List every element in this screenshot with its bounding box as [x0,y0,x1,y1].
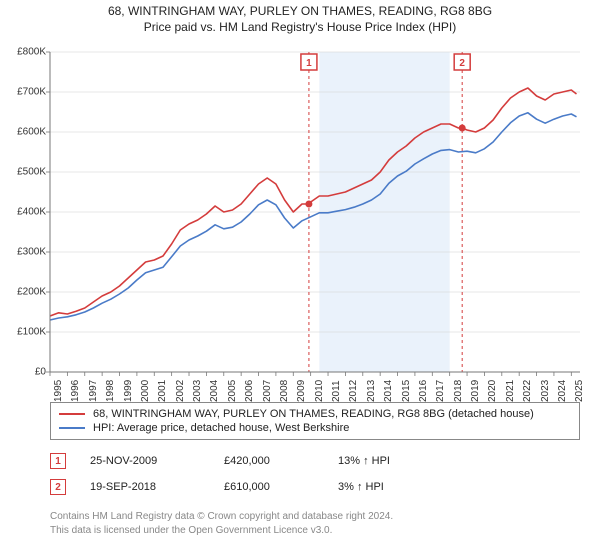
x-axis-tick-label: 1999 [123,380,134,402]
transaction-date: 19-SEP-2018 [90,481,200,493]
y-axis-tick-label: £400K [0,207,46,218]
x-axis-tick-label: 2014 [383,380,394,402]
legend-box: 68, WINTRINGHAM WAY, PURLEY ON THAMES, R… [50,402,580,440]
x-axis-tick-label: 2003 [192,380,203,402]
x-axis-tick-label: 1998 [105,380,116,402]
x-axis-tick-label: 2018 [453,380,464,402]
x-axis-tick-label: 2009 [296,380,307,402]
y-axis-tick-label: £100K [0,327,46,338]
transaction-price: £420,000 [224,455,314,467]
legend-row: 68, WINTRINGHAM WAY, PURLEY ON THAMES, R… [59,407,571,421]
x-axis-tick-label: 2024 [557,380,568,402]
plot-area: 12 [50,52,580,372]
y-axis-tick-label: £600K [0,127,46,138]
svg-text:1: 1 [306,58,312,69]
x-axis-tick-label: 2025 [574,380,585,402]
x-axis-tick-label: 1995 [53,380,64,402]
footnote-line-2: This data is licensed under the Open Gov… [50,525,332,536]
y-axis-tick-label: £300K [0,247,46,258]
x-axis-tick-label: 2016 [418,380,429,402]
x-axis-tick-label: 2012 [348,380,359,402]
x-axis-tick-label: 2007 [262,380,273,402]
footnote: Contains HM Land Registry data © Crown c… [50,510,580,538]
transaction-row: 2 19-SEP-2018 £610,000 3% ↑ HPI [50,474,580,500]
x-axis-tick-label: 2013 [366,380,377,402]
x-axis-tick-label: 2008 [279,380,290,402]
transaction-price: £610,000 [224,481,314,493]
transaction-date: 25-NOV-2009 [90,455,200,467]
x-axis-tick-label: 2004 [209,380,220,402]
svg-text:2: 2 [459,58,465,69]
x-axis-tick-label: 2015 [401,380,412,402]
y-axis-tick-label: £0 [0,367,46,378]
x-axis-tick-label: 2000 [140,380,151,402]
legend-row: HPI: Average price, detached house, West… [59,421,571,435]
x-axis-tick-label: 2021 [505,380,516,402]
transaction-diff: 13% ↑ HPI [338,455,428,467]
title-block: 68, WINTRINGHAM WAY, PURLEY ON THAMES, R… [0,0,600,34]
footnote-line-1: Contains HM Land Registry data © Crown c… [50,511,393,522]
y-axis-tick-label: £800K [0,47,46,58]
legend-label: HPI: Average price, detached house, West… [93,422,349,434]
x-axis-tick-label: 2022 [522,380,533,402]
title-line-2: Price paid vs. HM Land Registry's House … [0,20,600,34]
line-chart-svg: 12 [50,52,580,372]
x-axis-tick-label: 2020 [487,380,498,402]
legend-swatch [59,413,85,415]
x-axis-tick-label: 2006 [244,380,255,402]
y-axis-tick-label: £700K [0,87,46,98]
transaction-marker-box: 2 [50,479,66,495]
transactions-table: 1 25-NOV-2009 £420,000 13% ↑ HPI 2 19-SEP-201… [50,448,580,500]
x-axis-tick-label: 1997 [88,380,99,402]
transaction-diff: 3% ↑ HPI [338,481,428,493]
x-axis-tick-label: 2019 [470,380,481,402]
y-axis-tick-label: £200K [0,287,46,298]
chart-container: 68, WINTRINGHAM WAY, PURLEY ON THAMES, R… [0,0,600,560]
x-axis-tick-label: 2023 [540,380,551,402]
transaction-marker-box: 1 [50,453,66,469]
legend-label: 68, WINTRINGHAM WAY, PURLEY ON THAMES, R… [93,408,534,420]
y-axis-tick-label: £500K [0,167,46,178]
title-line-1: 68, WINTRINGHAM WAY, PURLEY ON THAMES, R… [0,4,600,18]
x-axis-tick-label: 2011 [331,380,342,402]
transaction-row: 1 25-NOV-2009 £420,000 13% ↑ HPI [50,448,580,474]
x-axis-tick-label: 2017 [435,380,446,402]
x-axis-tick-label: 2005 [227,380,238,402]
x-axis-tick-label: 1996 [70,380,81,402]
legend-swatch [59,427,85,429]
x-axis-tick-label: 2002 [175,380,186,402]
x-axis-tick-label: 2010 [314,380,325,402]
x-axis-tick-label: 2001 [157,380,168,402]
